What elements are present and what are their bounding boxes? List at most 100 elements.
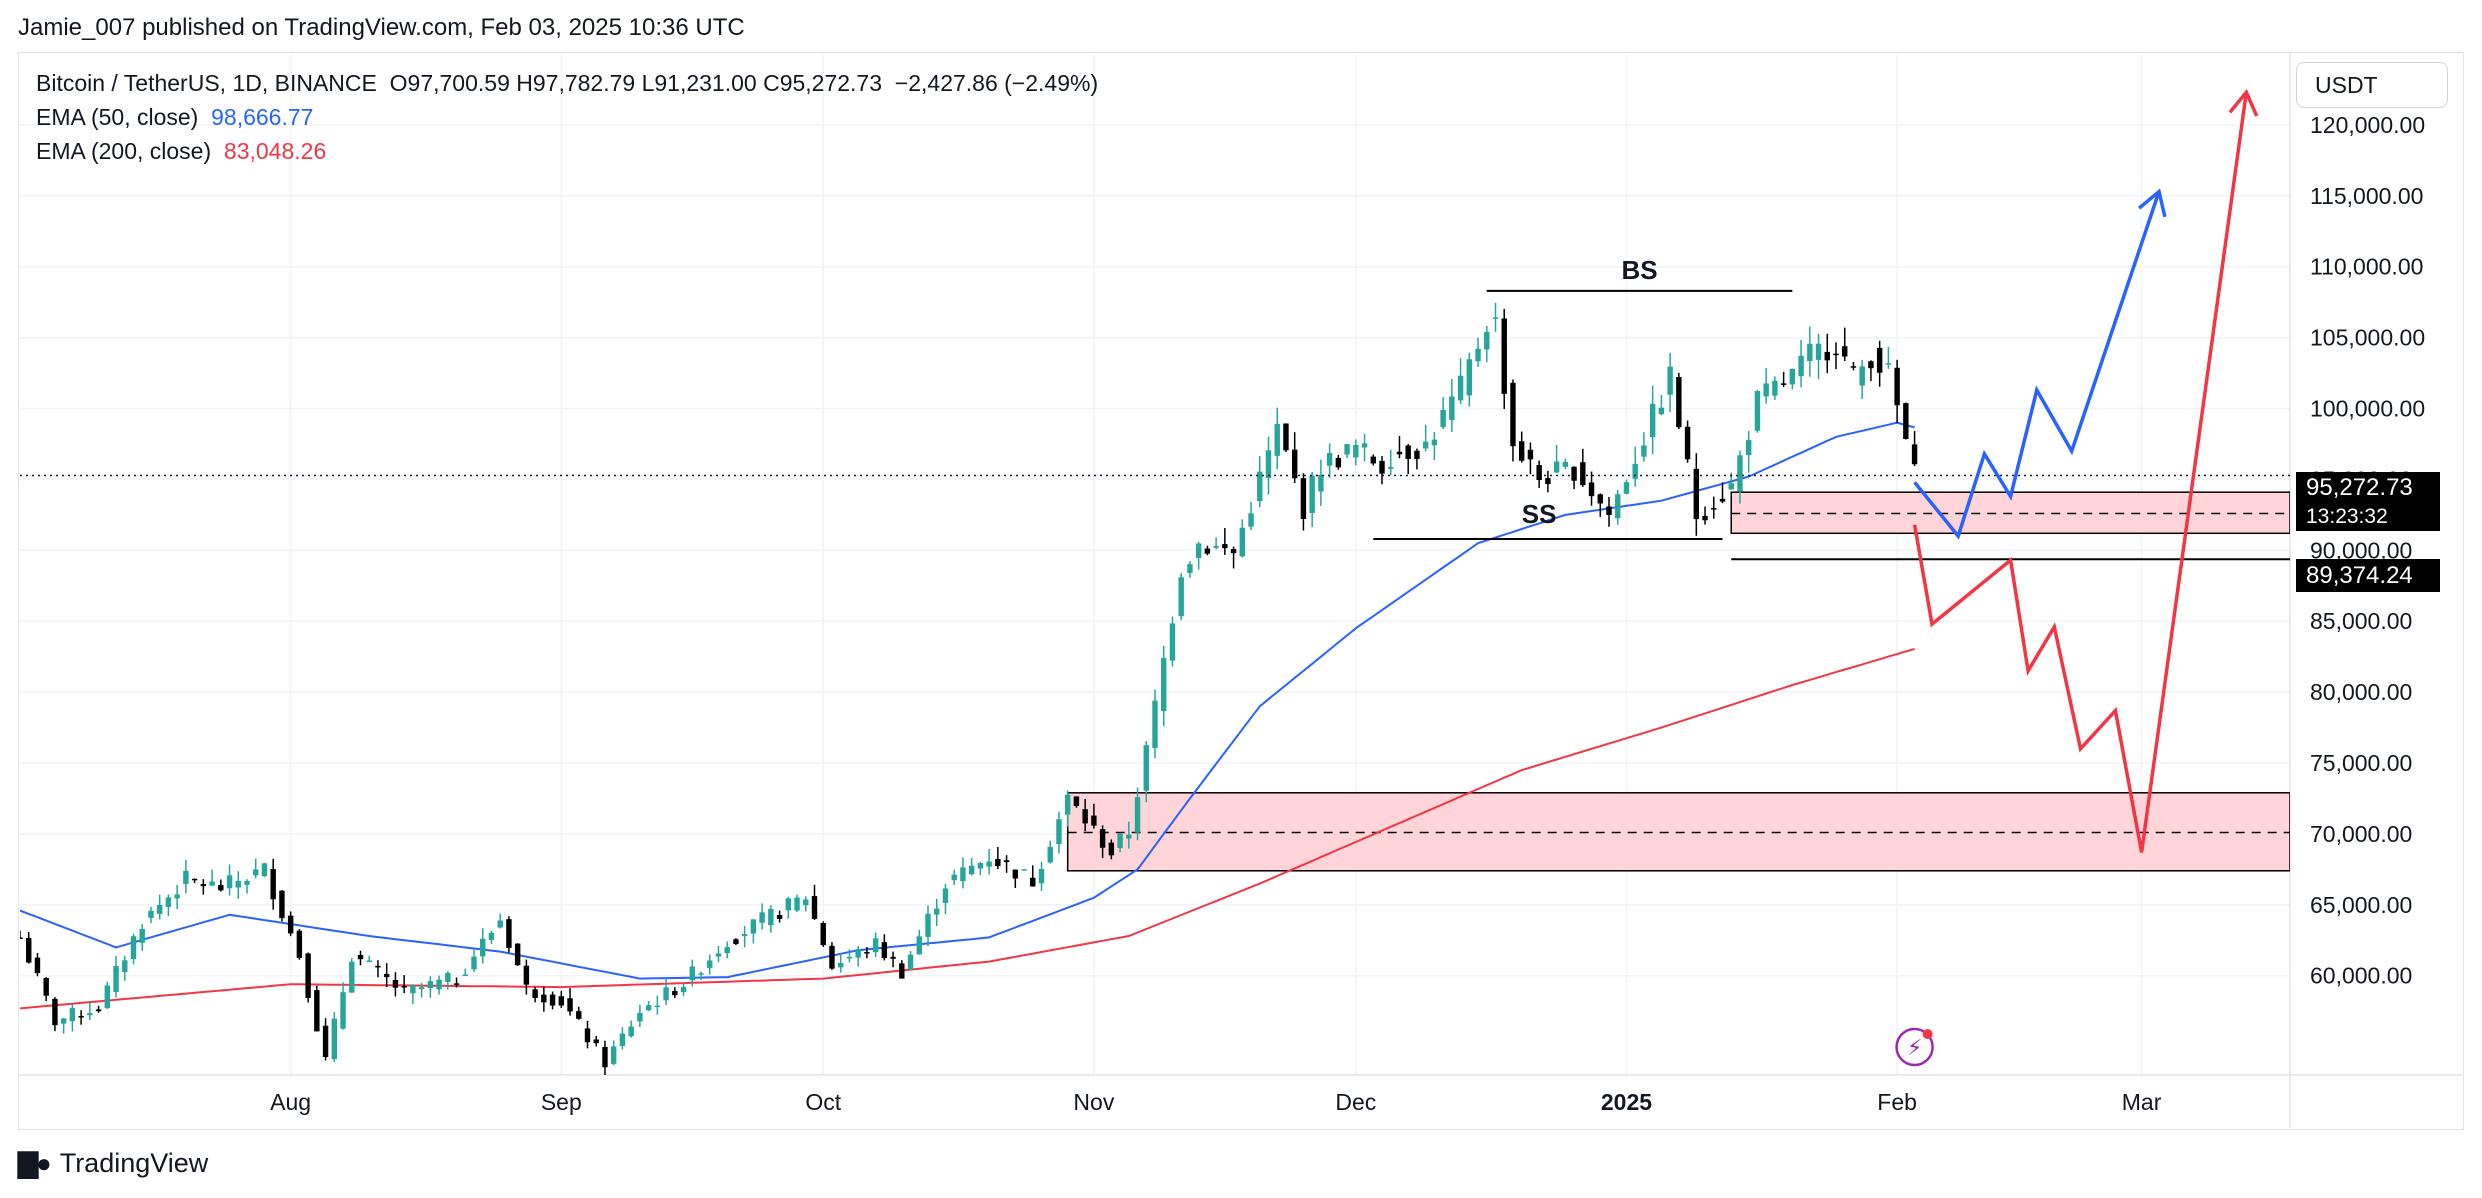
candle-body [130,936,137,959]
y-tick-label: 65,000.00 [2310,892,2412,918]
candle-body [1562,461,1569,467]
candle-body [532,989,538,999]
candle-body [899,963,905,979]
candle-body [1536,465,1542,481]
candle-body [340,992,346,1029]
candle-body [995,859,1001,867]
candle-body [1064,794,1071,815]
x-tick-label: Mar [2122,1089,2162,1115]
tradingview-logo[interactable]: ▇● TradingView [18,1148,208,1179]
x-tick-label: Feb [1877,1089,1917,1115]
candle-body [1632,463,1638,479]
candle-body [200,884,207,887]
candle-body [1737,455,1743,492]
candle-body [1396,451,1403,455]
candle-body [1606,506,1612,516]
candle-body [1161,658,1167,712]
candle-body [261,863,268,877]
candle-body [60,1018,67,1024]
candle-body [689,966,695,981]
candle-body [174,894,180,899]
y-tick-label: 120,000.00 [2310,112,2425,138]
candle-body [1003,860,1010,863]
candle-body [1056,819,1062,845]
candle-body [768,908,774,926]
symbol-legend: Bitcoin / TetherUS, 1D, BINANCE O97,700.… [36,70,1098,97]
chart-frame [18,52,2464,1130]
candle-body [1693,468,1700,520]
candle-body [733,939,739,944]
candle-body [1300,478,1307,519]
candle-body [20,937,23,939]
candle-body [1763,383,1769,397]
candle-body [1326,453,1333,466]
candle-body [846,957,853,959]
candle-body [1649,403,1656,438]
candle-body [418,987,425,990]
candle-body [322,1025,329,1058]
x-tick-label: 2025 [1601,1089,1652,1115]
candle-body [113,965,119,993]
ema50-line [20,421,1915,980]
level-price-tag: 89,374.24 [2296,559,2440,592]
candle-body [1772,380,1778,396]
candle-body [707,960,713,968]
candle-body [1684,426,1691,460]
candle-body [593,1039,599,1044]
event-bolt-glyph: ⚡ [1907,1036,1922,1061]
candle-body [776,915,783,919]
candle-body [1894,367,1900,406]
candle-body [1440,409,1446,428]
bullish-projection [1913,191,2161,540]
buyside-label: BS [1621,255,1657,285]
ema200-legend[interactable]: EMA (200, close) 83,048.26 [36,138,326,165]
candle-body [872,938,879,953]
candle-body [1265,450,1272,479]
candle-body [95,1009,102,1012]
candle-body [1126,834,1132,839]
grid [20,54,2290,1075]
currency-button[interactable]: USDT [2296,62,2448,108]
candle-body [610,1046,617,1064]
candle-body [1728,483,1734,490]
candle-body [1239,527,1246,557]
candle-body [1658,407,1665,415]
candle-body [1501,318,1507,394]
candle-body [1335,457,1342,468]
candle-body [951,874,957,881]
candle-body [829,945,835,969]
candle-body [1213,545,1219,548]
candle-body [523,965,530,985]
candle-body [349,961,355,993]
y-tick-label: 110,000.00 [2310,254,2423,280]
candle-body [436,979,442,990]
candle-body [191,878,198,881]
candle-body [270,869,276,900]
candle-body [148,910,154,918]
symbol-name[interactable]: Bitcoin / TetherUS, 1D, BINANCE [36,70,377,96]
candle-body [837,963,844,968]
candle-body [558,996,565,1006]
candle-body [1492,317,1499,319]
candle-body [1169,623,1176,661]
candle-body [1667,366,1673,395]
candle-body [235,881,241,888]
candle-body [209,881,215,886]
candle-body [1868,361,1874,369]
candle-body [584,1028,591,1043]
candle-body [1248,513,1254,527]
ema50-legend[interactable]: EMA (50, close) 98,666.77 [36,104,313,131]
candle-body [567,998,573,1012]
candle-body [986,861,992,867]
candle-body [925,913,931,937]
candle-body [1475,348,1481,362]
candle-body [453,983,460,985]
candle-body [663,987,669,1001]
candle-body [1230,549,1237,554]
candle-body [34,957,41,974]
candle-body [864,952,870,954]
candle-body [907,954,914,970]
candle-body [1807,343,1813,362]
candle-body [287,915,294,934]
